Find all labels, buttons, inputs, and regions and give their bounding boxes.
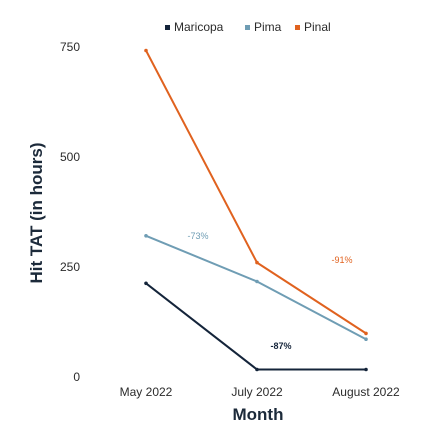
chart-legend: Maricopa Pima Pinal: [165, 20, 331, 34]
data-point-maricopa: [144, 281, 148, 286]
series-line-pima: [145, 234, 367, 341]
data-point-pinal: [364, 331, 368, 336]
legend-label-maricopa: Maricopa: [174, 20, 224, 34]
x-tick-label: May 2022: [120, 385, 173, 399]
data-point-maricopa: [255, 367, 259, 372]
legend-label-pima: Pima: [254, 20, 282, 34]
data-point-pima: [255, 279, 259, 284]
y-tick-label: 500: [60, 150, 80, 164]
annotation-pinal: -91%: [331, 255, 352, 265]
data-point-pinal: [144, 48, 148, 53]
annotation-maricopa: -87%: [270, 341, 291, 351]
series-line-pinal: [145, 50, 367, 335]
y-tick-label: 750: [60, 40, 80, 54]
y-tick-label: 0: [73, 370, 80, 384]
annotation-pima: -73%: [187, 231, 208, 241]
data-point-maricopa: [364, 367, 368, 372]
x-axis-ticks: May 2022 July 2022 August 2022: [120, 385, 400, 399]
x-tick-label: August 2022: [332, 385, 400, 399]
y-tick-label: 250: [60, 260, 80, 274]
legend-swatch-pinal: [295, 25, 300, 30]
x-axis-title: Month: [233, 405, 284, 424]
y-axis-title: Hit TAT (in hours): [27, 142, 46, 283]
data-point-pima: [364, 337, 368, 342]
data-point-pinal: [255, 260, 259, 265]
series-line-maricopa: [145, 282, 366, 371]
series-lines: [144, 48, 368, 372]
x-tick-label: July 2022: [231, 385, 283, 399]
chart-annotations: -73% -91% -87%: [187, 231, 352, 351]
data-point-pima: [144, 234, 148, 238]
y-axis-ticks: 0 250 500 750: [60, 40, 80, 384]
legend-swatch-maricopa: [165, 25, 170, 30]
legend-swatch-pima: [245, 25, 250, 30]
legend-label-pinal: Pinal: [304, 20, 331, 34]
